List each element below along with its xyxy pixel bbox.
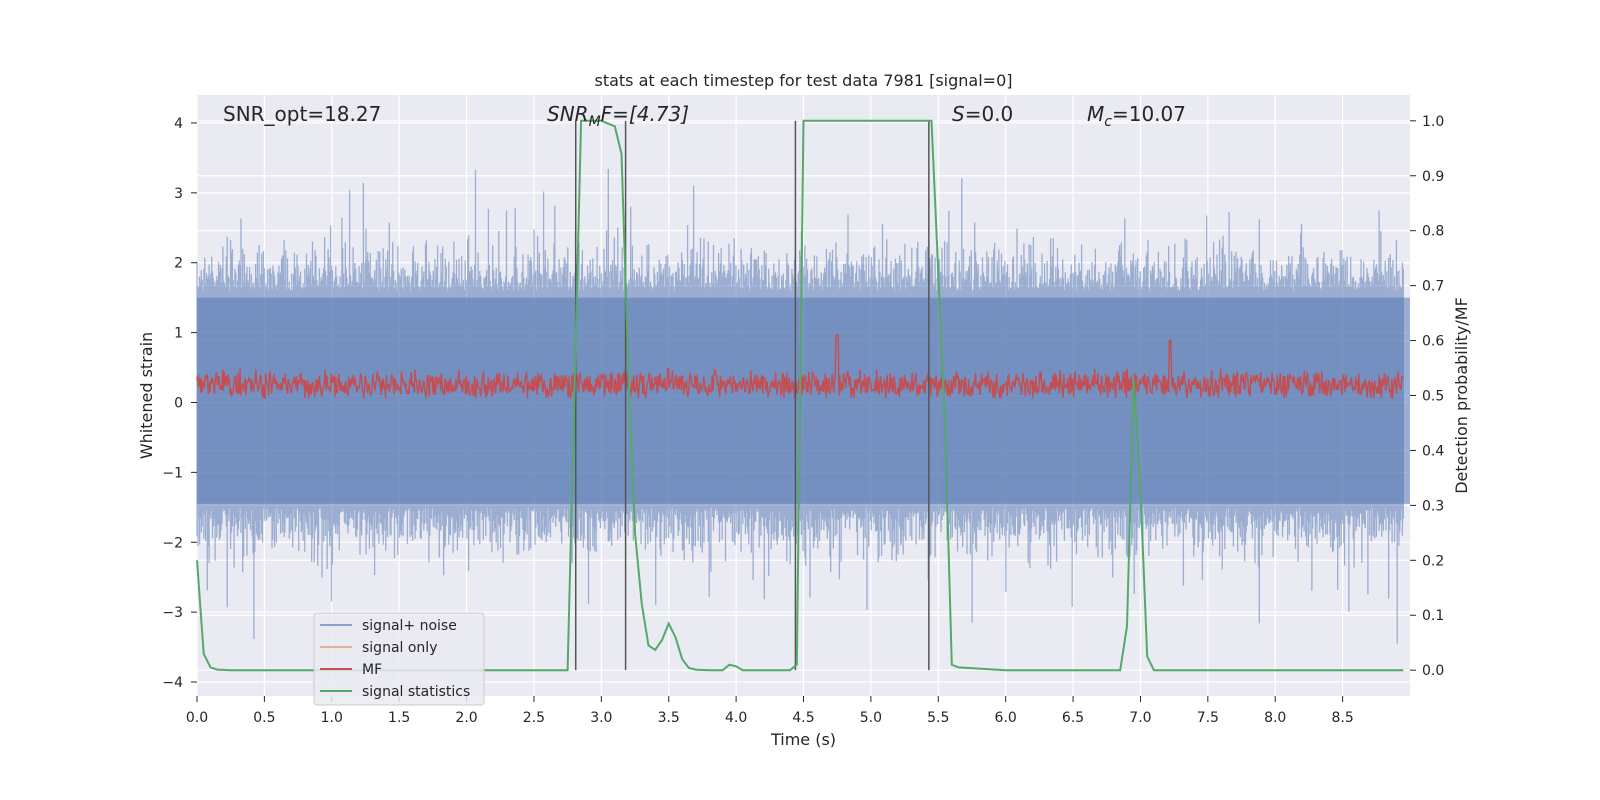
y-right-tick-label: 0.7 — [1422, 279, 1444, 295]
annotation-snr-mf-sub: M — [589, 114, 601, 130]
legend-label-signal-only: signal only — [362, 640, 437, 656]
annotation-s-main: S — [952, 102, 965, 126]
legend-label-mf: MF — [362, 662, 382, 678]
annotation-s: S=0.0 — [952, 102, 1013, 126]
chart-title: stats at each timestep for test data 798… — [594, 71, 1012, 90]
y-left-tick-label: −1 — [162, 465, 183, 481]
x-tick-label: 2.5 — [523, 710, 545, 726]
annotation-snr-mf-main: SNR — [547, 102, 589, 126]
y-left-tick-label: 0 — [174, 395, 183, 411]
x-tick-label: 8.0 — [1264, 710, 1286, 726]
annotation-snr-mf: SNRMF=[4.73] — [547, 102, 689, 130]
y-right-tick-label: 0.3 — [1422, 498, 1444, 514]
legend-box — [313, 612, 485, 706]
x-tick-label: 1.0 — [321, 710, 343, 726]
legend-entry-signal-noise: signal+ noise — [320, 618, 457, 634]
legend-entry-signal-statistics: signal statistics — [320, 684, 470, 700]
y-left-tick-label: 2 — [174, 256, 183, 272]
x-axis-ticks: 0.0 0.5 1.0 1.5 2.0 2.5 3.0 3.5 4.0 4.5 5.0 5.5 6.0 6… — [186, 696, 1354, 726]
x-tick-label: 6.0 — [995, 710, 1017, 726]
x-tick-label: 2.0 — [455, 710, 477, 726]
legend-label-signal-noise: signal+ noise — [362, 618, 457, 634]
x-tick-label: 7.0 — [1129, 710, 1151, 726]
y-right-axis-ticks: 0.0 0.1 0.2 0.3 0.4 0.5 0.6 0.7 0.8 0.9 1.0 — [1410, 114, 1444, 679]
x-tick-label: 4.5 — [792, 710, 814, 726]
legend-entry-signal-only: signal only — [320, 640, 437, 656]
y-right-tick-label: 0.1 — [1422, 608, 1444, 624]
x-tick-label: 3.5 — [658, 710, 680, 726]
legend: signal+ noise signal only MF signal stat… — [313, 612, 485, 706]
y-left-axis-label: Whitened strain — [137, 332, 156, 459]
y-left-tick-label: −2 — [162, 535, 183, 551]
y-right-tick-label: 0.5 — [1422, 389, 1444, 405]
annotation-mc-sub: c — [1104, 114, 1112, 130]
annotation-mc-main: M — [1087, 102, 1104, 126]
y-right-tick-label: 0.0 — [1422, 663, 1444, 679]
y-right-tick-label: 0.2 — [1422, 553, 1444, 569]
vertical-markers — [574, 120, 930, 671]
y-right-tick-label: 0.9 — [1422, 169, 1444, 185]
y-left-tick-label: −4 — [162, 675, 183, 691]
x-tick-label: 0.5 — [253, 710, 275, 726]
x-axis-label: Time (s) — [770, 730, 836, 749]
y-left-tick-label: 3 — [174, 186, 183, 202]
x-tick-label: 4.0 — [725, 710, 747, 726]
x-tick-label: 1.5 — [388, 710, 410, 726]
x-tick-label: 5.0 — [860, 710, 882, 726]
y-left-tick-label: 4 — [174, 116, 183, 132]
x-tick-label: 6.5 — [1062, 710, 1084, 726]
series-signal-statistics — [196, 119, 1404, 672]
y-right-tick-label: 0.8 — [1422, 224, 1444, 240]
x-tick-label: 3.0 — [590, 710, 612, 726]
legend-entry-mf: MF — [320, 662, 382, 678]
x-tick-label: 8.5 — [1331, 710, 1353, 726]
signal-statistics-line — [196, 119, 1404, 672]
x-tick-label: 7.5 — [1197, 710, 1219, 726]
y-right-tick-label: 0.6 — [1422, 334, 1444, 350]
x-tick-label: 0.0 — [186, 710, 208, 726]
annotation-snr-opt: SNR_opt=18.27 — [223, 102, 381, 126]
series-signal-noise — [196, 168, 1410, 644]
legend-label-signal-statistics: signal statistics — [362, 684, 470, 700]
x-tick-label: 5.5 — [927, 710, 949, 726]
y-right-tick-label: 1.0 — [1422, 114, 1444, 130]
y-left-tick-label: −3 — [162, 605, 183, 621]
y-left-axis-ticks: −4 −3 −2 −1 0 1 2 3 4 — [162, 116, 197, 691]
y-right-tick-label: 0.4 — [1422, 443, 1444, 459]
annotation-mc: Mc=10.07 — [1087, 102, 1186, 130]
y-right-axis-label: Detection probability/MF — [1452, 297, 1471, 494]
annotation-s-rest: =0.0 — [965, 102, 1014, 126]
annotation-snr-mf-rest: F=[4.73] — [601, 102, 689, 126]
y-left-tick-label: 1 — [174, 326, 183, 342]
annotation-mc-rest: =10.07 — [1112, 102, 1186, 126]
